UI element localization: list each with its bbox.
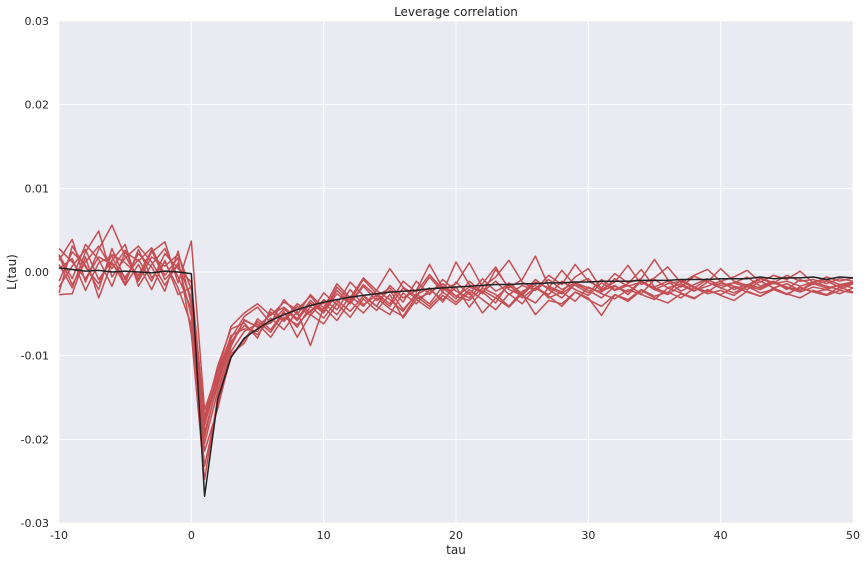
y-tick-label: -0.03 bbox=[21, 517, 49, 530]
x-tick-label: -10 bbox=[50, 529, 68, 542]
series-line-7 bbox=[58, 247, 854, 426]
mean-series-line bbox=[58, 267, 854, 497]
chart-title: Leverage correlation bbox=[394, 5, 518, 19]
grid-lines bbox=[58, 20, 854, 524]
x-tick-labels: -10 0 10 20 30 40 50 bbox=[50, 529, 860, 542]
y-axis-label: L(tau) bbox=[5, 254, 19, 290]
series-line-5 bbox=[58, 256, 854, 433]
x-tick-label: 50 bbox=[846, 529, 860, 542]
x-tick-label: 10 bbox=[317, 529, 331, 542]
series-line-10 bbox=[58, 243, 854, 438]
x-tick-label: 30 bbox=[581, 529, 595, 542]
x-tick-label: 40 bbox=[714, 529, 728, 542]
y-tick-label: -0.01 bbox=[21, 350, 49, 363]
series-line-8 bbox=[58, 248, 854, 452]
series-lines bbox=[58, 224, 854, 497]
y-tick-label: 0.01 bbox=[25, 182, 50, 195]
y-tick-label: 0.02 bbox=[25, 99, 50, 112]
y-tick-label: -0.02 bbox=[21, 433, 49, 446]
series-line-9 bbox=[58, 245, 854, 418]
x-axis-label: tau bbox=[446, 543, 466, 557]
series-line-4 bbox=[58, 224, 854, 411]
y-tick-labels: -0.03 -0.02 -0.01 0.00 0.01 0.02 0.03 bbox=[21, 15, 49, 530]
x-tick-label: 20 bbox=[449, 529, 463, 542]
series-line-6 bbox=[58, 243, 854, 481]
y-tick-label: 0.00 bbox=[25, 266, 50, 279]
x-tick-label: 0 bbox=[188, 529, 195, 542]
y-tick-label: 0.03 bbox=[25, 15, 50, 28]
